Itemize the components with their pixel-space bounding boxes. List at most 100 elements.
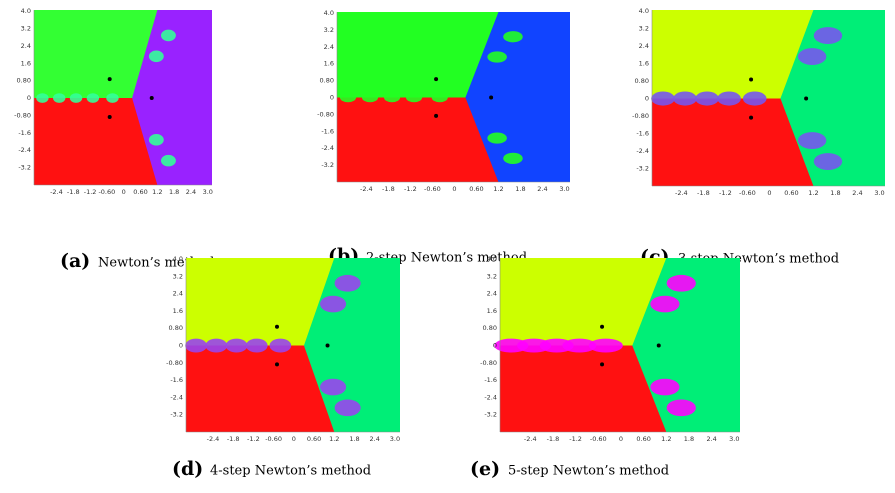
y-tick-label: 4.0 [173,255,183,263]
y-tick-label: 2.4 [487,290,497,298]
basin-bottom [652,98,814,186]
x-tick-label: -0.60 [265,435,282,443]
y-tick-label: 3.2 [21,24,31,32]
basin-top [186,258,335,346]
y-tick-label: -3.2 [636,165,649,173]
x-tick-label: 1.2 [152,188,162,196]
y-tick-label: -1.6 [321,127,334,135]
y-tick-label: -3.2 [321,161,334,169]
panel-caption: 2-step Newton’s method [366,251,527,266]
x-tick-label: -1.8 [67,188,80,196]
basin-top [500,258,667,346]
x-tick-label: 2.4 [537,185,547,193]
y-tick-label: 4.0 [324,9,334,17]
root [600,324,605,329]
boundary-blob [487,132,507,144]
root [749,77,754,82]
boundary-blob [383,92,401,103]
boundary-blob [797,132,827,149]
y-tick-label: 0 [179,342,183,350]
panel-label: (a) [60,250,90,272]
y-tick-label: -0.80 [14,111,31,119]
x-tick-label: 3.0 [559,185,569,193]
x-tick-label: 3.0 [729,435,739,443]
boundary-blob [813,153,843,170]
boundary-blob [106,93,119,103]
x-tick-label: 2.4 [706,435,716,443]
panel-label: (d) [172,458,203,480]
x-tick-label: 0.60 [784,189,798,197]
boundary-blob [666,274,696,292]
boundary-blob [503,152,523,164]
y-tick-label: -2.4 [484,393,497,401]
boundary-blob [695,91,719,106]
boundary-blob [205,338,228,353]
x-tick-label: -1.2 [719,189,732,197]
x-tick-label: -2.4 [675,189,688,197]
y-tick-label: -3.2 [18,164,31,172]
root [325,343,330,348]
boundary-blob [503,31,523,43]
boundary-blob [651,91,675,106]
root [274,324,279,329]
root [274,362,279,367]
x-tick-label: 0.60 [636,435,650,443]
boundary-blob [361,92,379,103]
panel: 4.0 3.2 2.4 1.6 0.80 0 -0.80 -1.6 -2.4 -3.2 -2.4 -1… [317,9,570,267]
y-tick-label: 0.80 [320,77,334,85]
x-tick-label: 0.60 [307,435,321,443]
boundary-blob [86,93,100,103]
panel: 4.0 3.2 2.4 1.6 0.80 0 -0.80 -1.6 -2.4 -3.2 -2.4 -1… [632,7,885,268]
boundary-blob [650,378,680,396]
y-tick-label: 3.2 [173,272,183,280]
boundary-blob [320,378,347,396]
x-tick-label: 3.0 [874,189,884,197]
x-tick-label: 1.2 [661,435,671,443]
x-tick-label: -0.60 [739,189,756,197]
boundary-blob [666,399,696,417]
x-tick-label: 2.4 [186,188,196,196]
y-tick-label: -0.80 [632,112,649,120]
x-tick-label: 2.4 [370,435,380,443]
x-tick-label: 0 [767,189,771,197]
y-tick-label: 4.0 [639,7,649,15]
x-tick-label: 0.60 [469,185,483,193]
boundary-blob [339,92,357,103]
y-tick-label: 0.80 [635,77,649,85]
x-tick-label: 0 [292,435,296,443]
x-tick-label: -0.60 [590,435,607,443]
boundary-blob [742,91,767,106]
panel-caption: 4-step Newton’s method [210,464,371,479]
y-tick-label: 4.0 [21,7,31,15]
boundary-blob [797,48,827,66]
boundary-blob [269,338,292,353]
boundary-blob [717,91,741,106]
boundary-blob [588,338,623,353]
y-tick-label: -2.4 [321,144,334,152]
y-tick-label: 1.6 [639,60,649,68]
root [656,343,661,348]
y-tick-label: -0.80 [317,110,334,118]
y-tick-label: 0.80 [483,324,497,332]
x-tick-label: 0 [452,185,456,193]
panel-caption: 5-step Newton’s method [508,464,669,479]
basin-top [34,10,158,99]
panel-caption: Newton’s method [98,256,214,271]
y-tick-label: 3.2 [639,25,649,33]
root [107,77,112,82]
y-tick-label: -1.6 [636,130,649,138]
basin-bottom [500,345,667,432]
y-tick-label: 1.6 [21,59,31,67]
x-tick-label: 1.8 [349,435,359,443]
boundary-blob [650,295,680,313]
boundary-blob [334,274,361,292]
x-tick-label: -2.4 [207,435,220,443]
root [804,96,809,101]
basin-bottom [186,345,335,432]
x-tick-label: -0.60 [98,188,115,196]
x-tick-label: 0 [122,188,126,196]
x-tick-label: 3.0 [203,188,213,196]
root [434,77,439,82]
boundary-blob [405,92,423,103]
y-tick-label: -3.2 [170,411,183,419]
